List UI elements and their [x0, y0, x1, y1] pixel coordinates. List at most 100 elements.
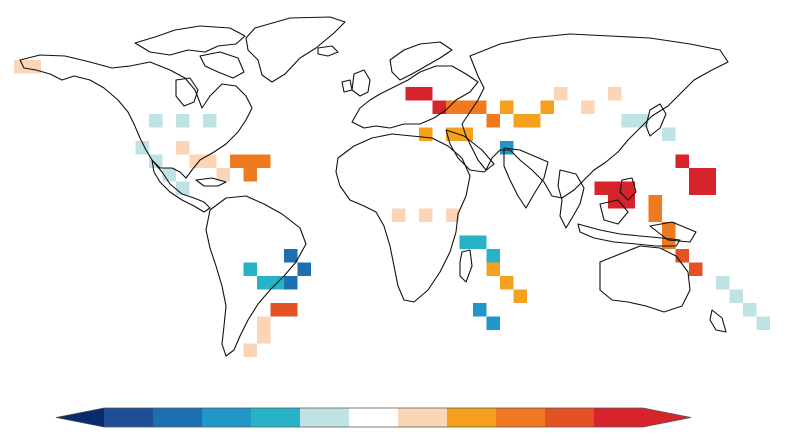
coastline-indonesia: [577, 223, 681, 247]
grid-cell-russia: [581, 100, 595, 114]
colorbar-class-10: [545, 408, 594, 427]
grid-cell-china-east: [702, 168, 716, 182]
colorbar-extend-high: [643, 408, 691, 427]
coastline-north-america: [19, 54, 253, 179]
grid-cell-australia: [729, 289, 743, 303]
grid-cell-india: [594, 181, 608, 195]
colorbar: [55, 407, 692, 428]
grid-cells: [14, 60, 770, 357]
grid-cell-indochina: [648, 208, 662, 222]
colorbar-class-3: [202, 408, 251, 427]
grid-cell-china-east: [689, 181, 703, 195]
coastline-philippines: [619, 177, 637, 201]
grid-cell-eastern-europe: [500, 100, 514, 114]
coastline-australia: [599, 245, 691, 313]
grid-cell-canada-north: [203, 114, 217, 128]
colorbar-outline: [55, 407, 692, 428]
coastline-hudson-bay: [175, 77, 199, 107]
grid-cell-western-na: [176, 181, 190, 195]
coastline-asia: [461, 33, 729, 199]
grid-cell-south-america-interior: [257, 276, 271, 290]
grid-cell-usa-east: [257, 154, 271, 168]
coastline-madagascar: [459, 249, 473, 283]
coastline-arctic-islands: [134, 25, 246, 56]
grid-cell-eastern-europe: [513, 114, 527, 128]
grid-cell-europe-west: [419, 87, 433, 101]
grid-cell-china-east: [702, 181, 716, 195]
grid-cell-usa-interior: [216, 168, 230, 182]
grid-cell-amazon: [297, 262, 311, 276]
grid-cell-south-america-south: [257, 316, 271, 330]
grid-cell-africa-west-sahel: [419, 208, 433, 222]
grid-cell-india: [621, 181, 635, 195]
grid-cell-western-na: [135, 141, 149, 155]
grid-cell-usa-east: [243, 154, 257, 168]
coastline-caribbean: [195, 177, 227, 187]
grid-cell-africa-east: [513, 289, 527, 303]
grid-cell-brazil-south: [284, 303, 298, 317]
grid-cell-central-asia: [662, 127, 676, 141]
grid-cell-brazil-south: [270, 303, 284, 317]
grid-cell-usa-interior: [176, 141, 190, 155]
grid-cell-indochina: [648, 195, 662, 209]
coastline-indochina: [557, 169, 585, 229]
grid-cell-australia: [716, 276, 730, 290]
coastline-south-america: [205, 195, 307, 357]
grid-cell-india: [608, 181, 622, 195]
grid-cell-africa-central: [486, 249, 500, 263]
colorbar-class-8: [447, 408, 496, 427]
colorbar-class-7: [398, 408, 447, 427]
grid-cell-europe-west: [405, 87, 419, 101]
grid-cell-indochina: [662, 222, 676, 236]
grid-cell-australia: [756, 316, 770, 330]
colorbar-class-11: [594, 408, 643, 427]
colorbar-class-1: [104, 408, 153, 427]
colorbar-class-6: [349, 408, 398, 427]
coastline-africa: [335, 133, 471, 303]
grid-cell-eastern-europe: [527, 114, 541, 128]
grid-cell-africa-east: [486, 262, 500, 276]
grid-cell-europe-central: [473, 100, 487, 114]
grid-cell-alaska: [14, 60, 28, 74]
grid-cell-usa-east: [243, 168, 257, 182]
coastline-arabia: [445, 129, 495, 173]
grid-cell-eastern-europe: [540, 100, 554, 114]
grid-cell-mediterranean: [419, 127, 433, 141]
coastline-greenland: [245, 16, 346, 83]
coastlines: [19, 16, 729, 357]
grid-cell-south-america-interior: [243, 262, 257, 276]
grid-cell-usa-interior: [203, 154, 217, 168]
grid-cell-africa-west-sahel: [392, 208, 406, 222]
grid-cell-india: [621, 195, 635, 209]
grid-cell-africa-west-sahel: [446, 208, 460, 222]
grid-cell-africa-central: [473, 235, 487, 249]
grid-cell-africa-east: [500, 276, 514, 290]
grid-cell-maritime-se-asia: [689, 262, 703, 276]
grid-cell-australia: [743, 303, 757, 317]
coastline-iceland: [317, 45, 339, 57]
grid-cell-europe-central: [459, 100, 473, 114]
grid-cell-central-asia: [621, 114, 635, 128]
colorbar-class-4: [251, 408, 300, 427]
grid-cell-southern-africa: [486, 316, 500, 330]
coastline-scandinavia: [389, 41, 453, 81]
coastline-british-isles: [351, 69, 371, 97]
grid-cell-southern-africa: [473, 303, 487, 317]
grid-cell-maritime-se-asia: [675, 249, 689, 263]
grid-cell-amazon: [284, 249, 298, 263]
coastline-japan: [645, 103, 667, 137]
grid-cell-amazon: [284, 276, 298, 290]
grid-cell-south-america-south: [257, 330, 271, 344]
grid-cell-europe-central: [486, 114, 500, 128]
colorbar-class-5: [300, 408, 349, 427]
grid-cell-central-asia: [635, 114, 649, 128]
grid-cell-india: [608, 195, 622, 209]
grid-cell-russia: [554, 87, 568, 101]
grid-cell-mediterranean: [459, 127, 473, 141]
grid-cell-russia: [608, 87, 622, 101]
grid-cell-europe-west: [432, 100, 446, 114]
grid-cell-south-america-south: [243, 343, 257, 357]
grid-cell-black-sea: [500, 141, 514, 155]
coastline-borneo: [599, 199, 629, 225]
coastline-baffin: [199, 51, 245, 79]
